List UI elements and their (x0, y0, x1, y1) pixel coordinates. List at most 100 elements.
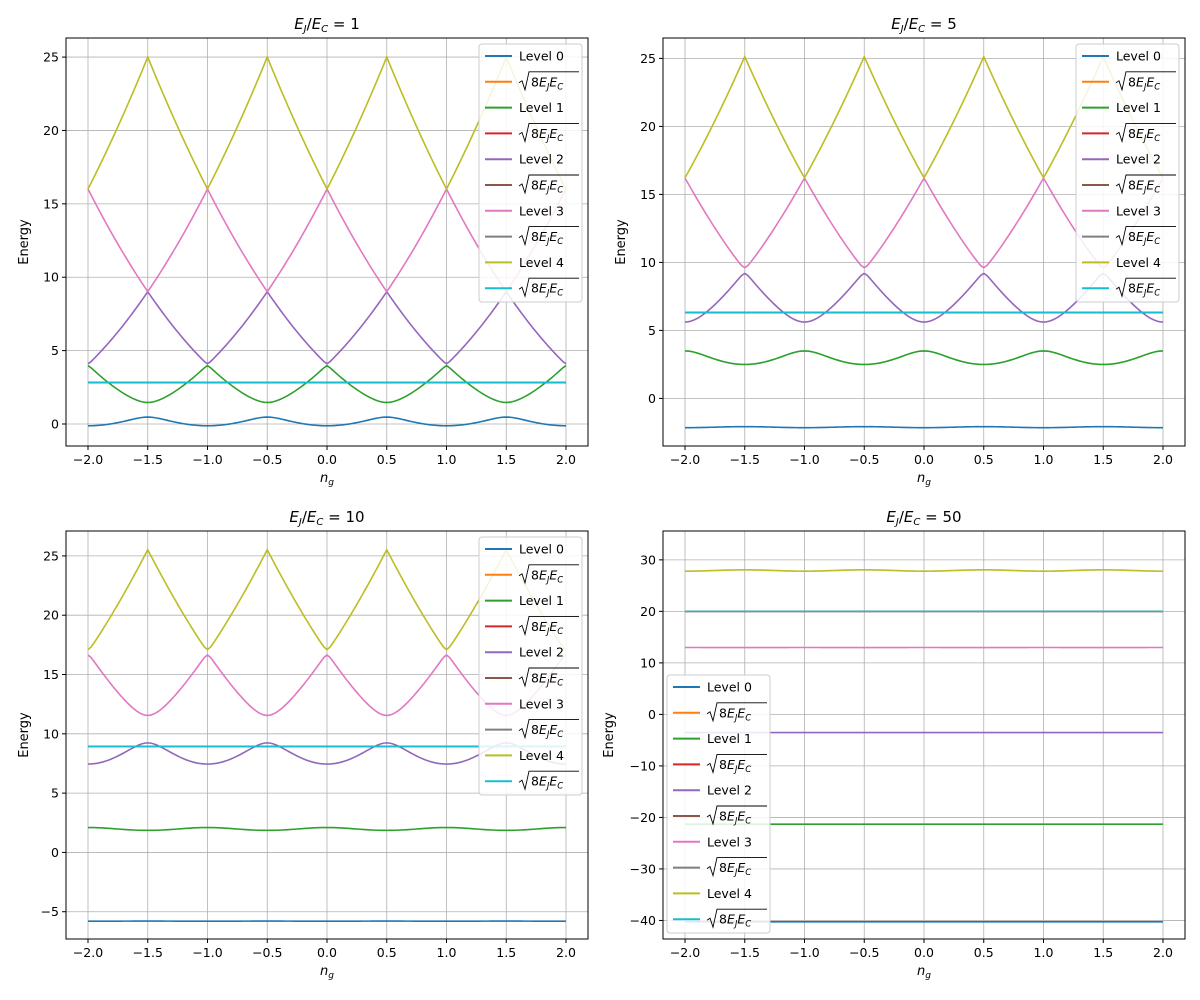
y-tick-label: 25 (43, 548, 59, 563)
y-tick-label: 20 (640, 119, 656, 134)
chart-panel-2: −2.0 −1.5 −1.0 −0.5 0.0 0.5 1.0 1.5 2.0 −5 0 5 10 15 2… (17, 508, 589, 981)
sqrt-symbol (706, 753, 767, 775)
y-tick-label: 0 (51, 845, 59, 860)
y-tick-label: 5 (51, 786, 59, 801)
series-line-0 (87, 416, 567, 427)
chart-title: EJ/EC = 10 (289, 508, 364, 528)
x-tick-label: −1.0 (192, 452, 222, 467)
x-tick-label: 1.5 (496, 945, 516, 960)
x-tick-label: 0.5 (974, 945, 994, 960)
x-tick-label: −2.0 (670, 945, 700, 960)
sqrt-symbol (518, 174, 579, 195)
x-tick-label: −2.0 (670, 452, 700, 467)
series-line-0 (685, 425, 1163, 429)
legend-label: Level 3 (1116, 203, 1161, 218)
legend-label: Level 2 (519, 645, 564, 660)
y-tick-label: 5 (648, 323, 656, 338)
legend-label: 8EJEC (531, 671, 563, 689)
series-line-2 (87, 826, 567, 832)
legend-label: 8EJEC (719, 860, 751, 878)
sqrt-symbol (518, 719, 579, 740)
y-axis-label: Energy (17, 219, 32, 265)
x-tick-label: −1.5 (730, 945, 760, 960)
legend-label: Level 4 (1116, 255, 1161, 270)
x-tick-label: 0.0 (317, 945, 337, 960)
x-tick-label: −1.5 (133, 945, 163, 960)
y-tick-label: 20 (640, 604, 656, 619)
y-tick-label: 10 (640, 255, 656, 270)
x-tick-label: 0.0 (914, 452, 934, 467)
y-tick-label: −40 (630, 913, 656, 928)
chart-panel-1: −2.0 −1.5 −1.0 −0.5 0.0 0.5 1.0 1.5 2.0 0 5 10 15 20 2… (614, 15, 1186, 488)
x-tick-label: 0.5 (377, 452, 397, 467)
y-tick-label: −5 (41, 904, 59, 919)
legend-label: Level 4 (519, 255, 564, 270)
legend-label: 8EJEC (1128, 229, 1160, 247)
sqrt-symbol (1115, 174, 1176, 195)
y-tick-label: 0 (648, 391, 656, 406)
legend-label: Level 0 (519, 49, 564, 64)
x-tick-label: 1.0 (1034, 945, 1054, 960)
y-tick-label: 15 (43, 667, 59, 682)
legend-label: Level 1 (707, 731, 752, 746)
legend-label: 8EJEC (531, 722, 563, 740)
x-tick-label: −0.5 (849, 945, 879, 960)
x-tick-label: −0.5 (849, 452, 879, 467)
sqrt-symbol (1115, 226, 1176, 247)
x-tick-label: 0.5 (377, 945, 397, 960)
legend-label: 8EJEC (531, 229, 563, 247)
y-tick-label: 15 (43, 196, 59, 211)
y-tick-label: 25 (640, 51, 656, 66)
series-line-4 (87, 290, 567, 365)
y-axis-label: Energy (614, 219, 629, 265)
legend-label: 8EJEC (719, 912, 751, 930)
x-tick-label: −0.5 (252, 945, 282, 960)
legend: Level 0 8EJEC Level 1 8EJEC Level 2 8EJEC Leve… (478, 536, 583, 796)
y-tick-label: 5 (51, 343, 59, 358)
y-tick-label: 10 (43, 726, 59, 741)
legend-label: Level 2 (707, 783, 752, 798)
y-tick-label: −30 (630, 861, 656, 876)
legend: Level 0 8EJEC Level 1 8EJEC Level 2 8EJEC Leve… (478, 43, 583, 303)
y-tick-label: 0 (51, 416, 59, 431)
sqrt-symbol (1115, 122, 1176, 144)
legend-label: 8EJEC (531, 178, 563, 196)
chart-panel-0: −2.0 −1.5 −1.0 −0.5 0.0 0.5 1.0 1.5 2.0 0 5 10 15 20 2… (17, 15, 589, 488)
chart-panel-3: −2.0 −1.5 −1.0 −0.5 0.0 0.5 1.0 1.5 2.0 −40 −30 −20… (602, 508, 1186, 981)
legend-label: Level 3 (519, 696, 564, 711)
legend-label: Level 0 (707, 680, 752, 695)
y-tick-label: 10 (640, 655, 656, 670)
legend-label: Level 2 (1116, 152, 1161, 167)
sqrt-symbol (518, 770, 579, 791)
series-line-2 (87, 364, 567, 404)
x-tick-label: −1.0 (789, 452, 819, 467)
sqrt-symbol (518, 226, 579, 247)
sqrt-symbol (706, 908, 767, 929)
x-axis-label: ng (320, 471, 334, 488)
x-tick-label: 2.0 (556, 945, 576, 960)
y-tick-label: 10 (43, 270, 59, 285)
x-tick-label: 2.0 (1153, 452, 1173, 467)
x-tick-label: −1.0 (789, 945, 819, 960)
x-tick-label: 1.0 (437, 945, 457, 960)
legend-label: Level 1 (1116, 100, 1161, 115)
sqrt-symbol (706, 702, 767, 723)
sqrt-symbol (706, 857, 767, 878)
x-axis-label: ng (917, 964, 931, 981)
x-tick-label: −2.0 (73, 945, 103, 960)
series-line-8 (685, 569, 1163, 572)
y-tick-label: 20 (43, 608, 59, 623)
chart-title: EJ/EC = 1 (294, 15, 360, 35)
x-tick-label: 1.0 (1034, 452, 1054, 467)
x-tick-label: 0.0 (914, 945, 934, 960)
sqrt-symbol (1115, 277, 1176, 298)
legend-label: Level 2 (519, 152, 564, 167)
legend-label: 8EJEC (531, 567, 563, 585)
y-tick-label: −20 (630, 810, 656, 825)
legend-label: 8EJEC (719, 809, 751, 827)
series-line-2 (684, 350, 1164, 366)
y-tick-label: 30 (640, 552, 656, 567)
legend-label: Level 4 (519, 748, 564, 763)
x-tick-label: 0.5 (974, 452, 994, 467)
y-tick-label: 15 (640, 187, 656, 202)
